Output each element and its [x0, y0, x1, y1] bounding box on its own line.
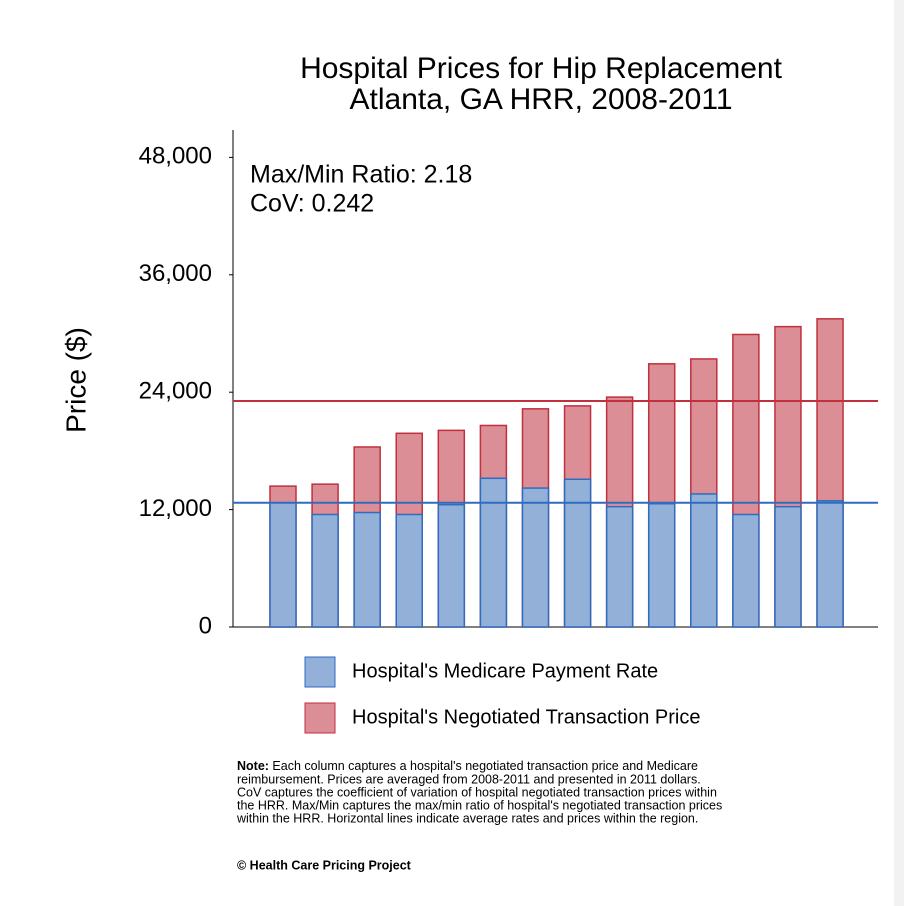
bar	[395, 513, 423, 628]
y-tick-label: 48,000	[139, 143, 212, 170]
note-line: within the HRR. Horizontal lines indicat…	[236, 811, 698, 825]
y-tick-label: 12,000	[139, 495, 212, 522]
bar	[479, 477, 508, 628]
legend-swatch	[304, 702, 336, 734]
bar	[521, 487, 550, 628]
bar	[353, 511, 381, 628]
bar	[647, 502, 676, 628]
note: Note: Each column captures a hospital's …	[237, 759, 698, 773]
note-line: Each column captures a hospital's negoti…	[269, 759, 698, 773]
bar	[732, 513, 760, 628]
y-axis-label: Price ($)	[60, 327, 91, 433]
edge	[894, 0, 904, 906]
y-tick-label: 0	[199, 612, 212, 639]
chart-title: Hospital Prices for Hip Replacement	[300, 52, 783, 85]
legend-label: Hospital's Medicare Payment Rate	[352, 660, 658, 682]
legend-swatch	[304, 656, 336, 688]
note-line: the HRR. Max/Min captures the max/min ra…	[237, 798, 722, 812]
source: © Health Care Pricing Project	[237, 858, 412, 872]
bar	[563, 478, 592, 628]
bar	[774, 505, 802, 628]
y-tick-label: 24,000	[139, 378, 212, 405]
bar	[605, 505, 634, 628]
bar	[816, 500, 844, 628]
bar	[269, 502, 297, 628]
note-label: Note:	[237, 759, 269, 773]
note-line: reimbursement. Prices are averaged from …	[237, 772, 701, 786]
chart-subtitle: Atlanta, GA HRR, 2008-2011	[350, 83, 733, 116]
legend-label: Hospital's Negotiated Transaction Price	[352, 706, 700, 728]
bar	[311, 513, 339, 628]
bar	[437, 503, 466, 628]
bar	[690, 493, 718, 628]
note-line: CoV captures the coefficient of variatio…	[237, 785, 717, 799]
annotation: CoV: 0.242	[250, 190, 374, 218]
annotation: Max/Min Ratio: 2.18	[250, 161, 472, 189]
y-tick-label: 36,000	[139, 260, 212, 287]
